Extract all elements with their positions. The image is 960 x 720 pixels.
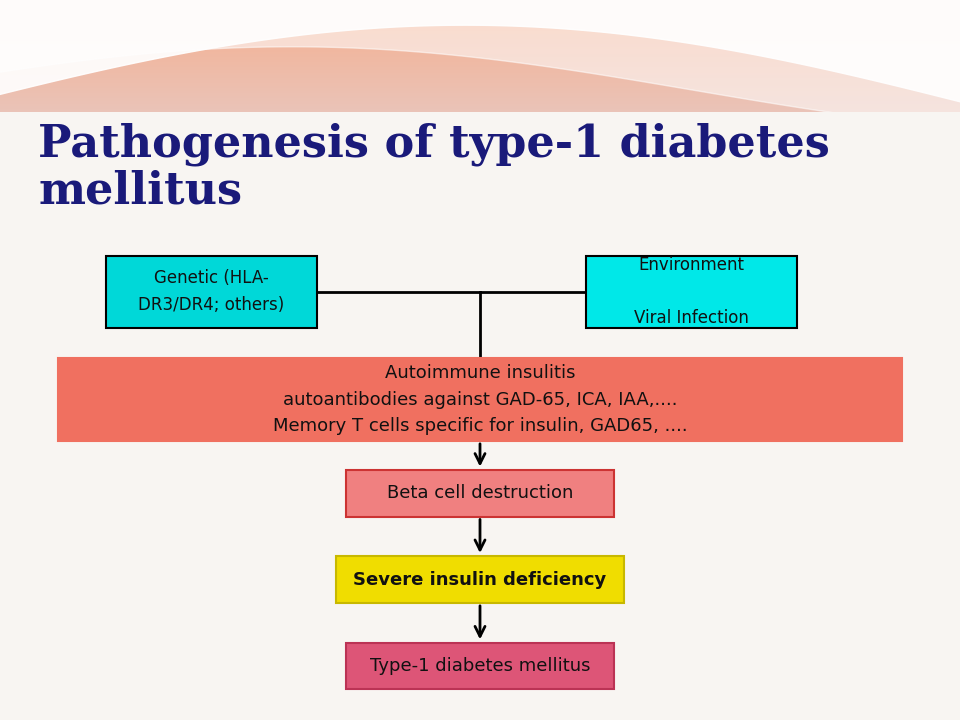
Bar — [0, 52, 960, 55]
Text: Beta cell destruction: Beta cell destruction — [387, 484, 573, 503]
Bar — [0, 114, 960, 117]
Bar — [0, 10, 960, 13]
Text: Severe insulin deficiency: Severe insulin deficiency — [353, 570, 607, 589]
Bar — [0, 101, 960, 104]
Bar — [0, 0, 960, 3]
Bar — [0, 112, 960, 114]
FancyBboxPatch shape — [346, 642, 614, 690]
Bar — [0, 125, 960, 127]
Bar — [0, 104, 960, 107]
Bar — [0, 3, 960, 5]
Text: Type-1 diabetes mellitus: Type-1 diabetes mellitus — [370, 657, 590, 675]
Bar — [0, 29, 960, 31]
Bar — [0, 70, 960, 73]
Bar — [0, 88, 960, 91]
Bar — [0, 83, 960, 86]
Bar — [0, 91, 960, 94]
Bar — [0, 57, 960, 60]
Bar — [0, 49, 960, 52]
FancyBboxPatch shape — [586, 256, 797, 328]
Bar — [0, 16, 960, 18]
Bar — [0, 47, 960, 49]
Bar — [0, 36, 960, 39]
Bar — [0, 39, 960, 42]
Bar — [0, 78, 960, 81]
Bar — [0, 55, 960, 57]
Bar — [0, 68, 960, 70]
FancyBboxPatch shape — [336, 556, 624, 603]
Bar — [0, 65, 960, 68]
Bar — [0, 21, 960, 23]
Bar — [0, 42, 960, 44]
Bar — [0, 60, 960, 62]
Bar — [0, 8, 960, 10]
Bar — [0, 99, 960, 101]
Bar — [0, 112, 960, 720]
Bar — [0, 26, 960, 29]
Bar — [0, 34, 960, 36]
Bar — [0, 5, 960, 8]
Bar — [0, 31, 960, 34]
Bar — [0, 81, 960, 83]
Bar — [0, 13, 960, 16]
Bar — [0, 120, 960, 122]
Bar — [0, 96, 960, 99]
FancyBboxPatch shape — [58, 358, 902, 441]
Text: Autoimmune insulitis
autoantibodies against GAD-65, ICA, IAA,....
Memory T cells: Autoimmune insulitis autoantibodies agai… — [273, 364, 687, 435]
Bar — [0, 73, 960, 75]
Bar — [0, 44, 960, 47]
Bar — [0, 117, 960, 120]
Bar — [0, 109, 960, 112]
Text: Environment

Viral Infection: Environment Viral Infection — [634, 256, 749, 327]
Bar — [0, 127, 960, 130]
Bar — [0, 62, 960, 65]
Bar — [0, 18, 960, 21]
FancyBboxPatch shape — [346, 470, 614, 517]
Bar — [0, 23, 960, 26]
Text: Genetic (HLA-
DR3/DR4; others): Genetic (HLA- DR3/DR4; others) — [138, 269, 284, 314]
Bar — [0, 122, 960, 125]
Text: Pathogenesis of type-1 diabetes
mellitus: Pathogenesis of type-1 diabetes mellitus — [38, 122, 830, 212]
Bar — [0, 94, 960, 96]
FancyBboxPatch shape — [106, 256, 317, 328]
Bar — [0, 86, 960, 88]
Bar — [0, 107, 960, 109]
Bar — [0, 75, 960, 78]
